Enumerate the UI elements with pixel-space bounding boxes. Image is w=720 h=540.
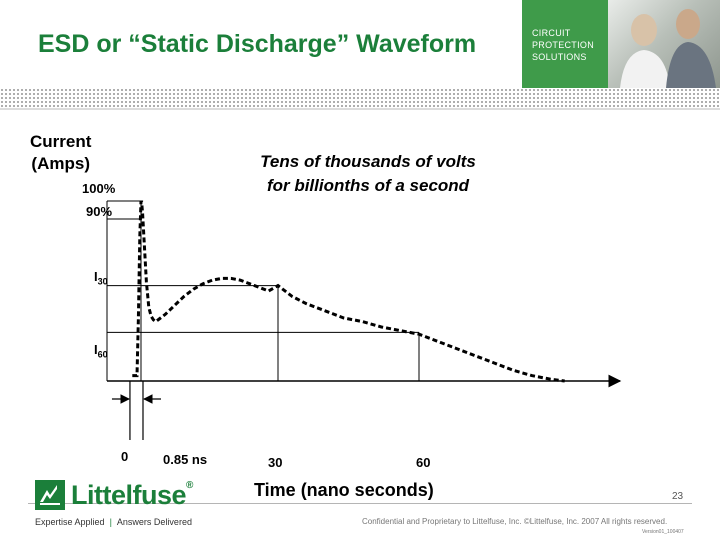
people-photo-icon bbox=[620, 9, 716, 88]
divider-shadow bbox=[0, 108, 720, 110]
banner-line-3: SOLUTIONS bbox=[532, 52, 587, 62]
y-tick-label-i60-sub: 60 bbox=[97, 349, 108, 360]
slide-title: ESD or “Static Discharge” Waveform bbox=[38, 30, 477, 58]
y-tick-label-i60: I60 bbox=[94, 342, 108, 360]
tagline-separator: | bbox=[109, 517, 112, 527]
annotation-line-2: for billionths of a second bbox=[266, 176, 470, 195]
banner-line-2: PROTECTION bbox=[532, 40, 595, 50]
brand-tagline: Expertise Applied | Answers Delivered bbox=[35, 517, 192, 527]
banner-photo bbox=[608, 0, 720, 88]
banner-text: CIRCUIT PROTECTION SOLUTIONS bbox=[532, 27, 594, 63]
x-tick-label-60: 60 bbox=[416, 455, 431, 470]
y-tick-label-i60-main: I bbox=[94, 342, 98, 357]
y-tick-label-i30-main: I bbox=[94, 269, 98, 284]
x-tick-label-0-85ns: 0.85 ns bbox=[163, 452, 208, 467]
x-tick-label-30: 30 bbox=[268, 455, 283, 470]
y-tick-label-90: 90% bbox=[86, 204, 113, 219]
banner-green-panel: CIRCUIT PROTECTION SOLUTIONS bbox=[522, 0, 608, 88]
y-tick-label-i30-sub: 30 bbox=[97, 276, 108, 287]
chart-annotation: Tens of thousands of volts for billionth… bbox=[233, 150, 503, 198]
y-axis-label: Current (Amps) bbox=[30, 131, 91, 175]
y-tick-label-i30: I30 bbox=[94, 269, 108, 287]
y-tick-label-100: 100% bbox=[82, 181, 116, 196]
littelfuse-logo-icon bbox=[35, 480, 65, 510]
page-number: 23 bbox=[672, 491, 684, 502]
y-axis-label-line-2: (Amps) bbox=[31, 154, 90, 173]
confidentiality-notice: Confidential and Proprietary to Littelfu… bbox=[362, 517, 668, 526]
footer-divider bbox=[28, 503, 692, 504]
logo-wordmark: Littelfuse® bbox=[71, 480, 193, 511]
x-axis-title: Time (nano seconds) bbox=[254, 480, 434, 500]
annotation-line-1: Tens of thousands of volts bbox=[260, 152, 476, 171]
version-label: Version01_100407 bbox=[642, 529, 684, 535]
y-axis-label-line-1: Current bbox=[30, 132, 92, 151]
tagline-right: Answers Delivered bbox=[116, 517, 192, 527]
header-banner: CIRCUIT PROTECTION SOLUTIONS bbox=[522, 0, 720, 88]
registered-mark: ® bbox=[186, 480, 193, 491]
tagline-left: Expertise Applied bbox=[35, 517, 105, 527]
banner-line-1: CIRCUIT bbox=[532, 28, 571, 38]
x-tick-label-0: 0 bbox=[121, 449, 129, 464]
dotted-divider bbox=[0, 88, 720, 108]
brand-name: Littelfuse bbox=[71, 480, 187, 510]
waveform-series-line bbox=[132, 200, 565, 383]
